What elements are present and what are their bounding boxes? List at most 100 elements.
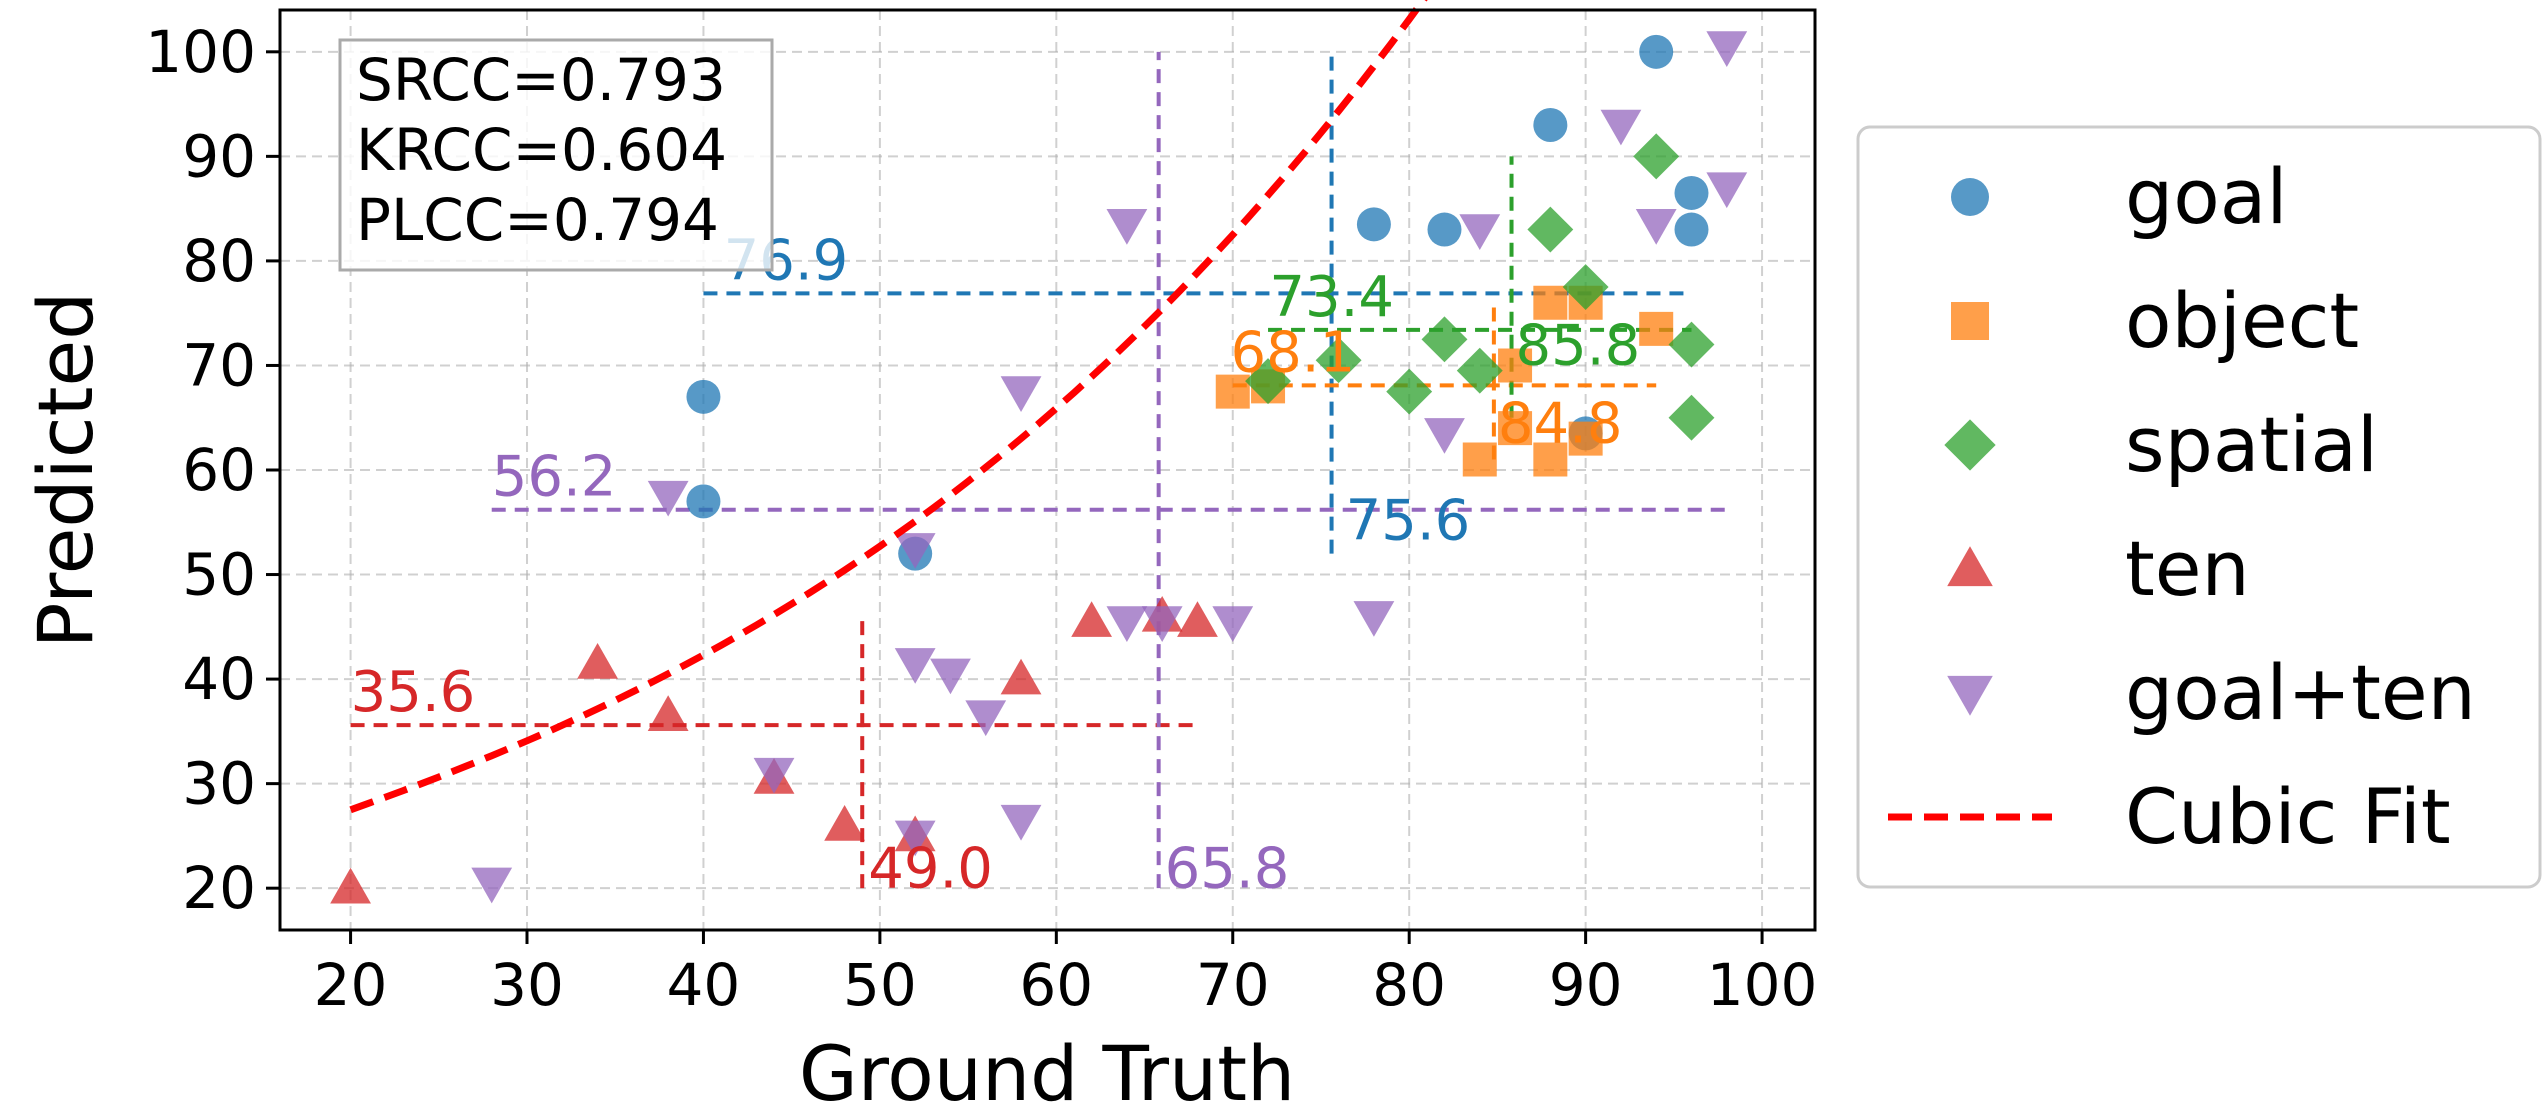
point-4-12 [1141, 606, 1183, 642]
x-tick-label-2: 40 [667, 951, 741, 1019]
point-2-5 [1527, 206, 1574, 253]
legend-label-1: object [2125, 276, 2359, 365]
legend-label-fit: Cubic Fit [2125, 772, 2451, 861]
stats-box: SRCC=0.793 KRCC=0.604 PLCC=0.794 [338, 38, 774, 272]
cubic-fit-line [349, 0, 1428, 814]
legend-marker-3 [1947, 546, 1993, 587]
point-2-9 [1668, 394, 1715, 441]
y-tick-label-8: 100 [145, 18, 256, 86]
y-axis-ticks: 20 30 40 50 60 70 80 90 100 [145, 18, 280, 922]
point-1-5 [1533, 442, 1568, 477]
point-4-13 [1212, 606, 1254, 642]
point-0-4 [1427, 212, 1462, 247]
legend-marker-0 [1951, 178, 1989, 216]
point-4-0 [471, 867, 513, 904]
ref-x-label-4: 65.8 [1165, 836, 1290, 901]
y-tick-label-4: 60 [182, 436, 256, 504]
y-tick-label-2: 40 [182, 645, 256, 713]
x-tick-label-6: 80 [1372, 951, 1446, 1019]
point-2-3 [1421, 316, 1468, 363]
legend-marker-2 [1944, 419, 1996, 471]
point-4-18 [1635, 209, 1677, 245]
point-0-7 [1639, 34, 1674, 69]
ref-x-label-2: 85.8 [1516, 313, 1641, 378]
mean-reference-lines [350, 51, 1727, 889]
plcc-text: PLCC=0.794 [356, 186, 719, 254]
point-4-2 [753, 757, 795, 794]
point-0-1 [686, 484, 721, 519]
point-3-0 [330, 867, 371, 904]
ref-y-label-3: 35.6 [351, 660, 476, 725]
point-3-4 [824, 805, 865, 841]
point-3-9 [1177, 601, 1218, 637]
point-0-3 [1356, 207, 1391, 242]
x-tick-label-8: 100 [1707, 951, 1818, 1019]
point-2-1 [1315, 337, 1362, 384]
y-tick-label-6: 80 [182, 227, 256, 295]
y-tick-label-1: 30 [182, 750, 256, 818]
ref-y-label-4: 56.2 [492, 445, 617, 510]
y-tick-label-5: 70 [182, 331, 256, 399]
legend-label-3: ten [2125, 524, 2250, 613]
stats-box-frame [338, 38, 774, 272]
point-4-5 [894, 820, 936, 857]
legend-frame [1856, 125, 2542, 889]
point-4-4 [894, 648, 936, 684]
point-3-1 [577, 643, 618, 679]
point-4-1 [647, 480, 689, 517]
ref-x-label-3: 49.0 [868, 836, 993, 901]
point-1-0 [1215, 374, 1250, 409]
krcc-text: KRCC=0.604 [356, 116, 727, 184]
ref-y-label-1: 68.1 [1231, 320, 1356, 385]
mean-reference-labels: 76.975.668.184.873.485.835.649.056.265.8 [351, 228, 1641, 901]
y-axis-title: Predicted [21, 292, 110, 649]
srcc-text: SRCC=0.793 [356, 46, 726, 114]
point-4-7 [965, 700, 1007, 737]
point-4-9 [1000, 804, 1042, 841]
point-4-3 [894, 533, 936, 569]
point-4-10 [1106, 209, 1148, 245]
point-4-6 [930, 658, 971, 695]
point-4-16 [1459, 214, 1501, 250]
point-2-7 [1633, 133, 1680, 180]
legend-marker-1 [1951, 302, 1989, 340]
point-1-4 [1498, 348, 1533, 383]
point-4-15 [1424, 418, 1465, 454]
point-1-9 [1639, 311, 1674, 346]
ref-y-label-2: 73.4 [1269, 265, 1394, 330]
x-tick-label-4: 60 [1019, 951, 1093, 1019]
point-2-8 [1668, 321, 1715, 368]
point-2-6 [1562, 264, 1609, 310]
point-4-11 [1106, 606, 1148, 642]
x-tick-label-1: 30 [490, 951, 564, 1019]
point-0-0 [686, 379, 721, 414]
legend-label-4: goal+ten [2125, 648, 2476, 737]
point-4-14 [1353, 601, 1395, 637]
point-1-2 [1462, 442, 1497, 477]
y-tick-label-0: 20 [182, 854, 256, 922]
point-1-6 [1533, 285, 1568, 320]
point-2-0 [1245, 358, 1291, 405]
point-2-4 [1456, 347, 1503, 394]
point-0-9 [1674, 212, 1709, 247]
point-0-8 [1674, 175, 1709, 210]
x-tick-label-5: 70 [1196, 951, 1270, 1019]
point-2-2 [1386, 368, 1433, 415]
legend-label-0: goal [2125, 152, 2287, 241]
x-tick-label-0: 20 [314, 951, 388, 1019]
point-3-2 [647, 695, 689, 731]
ref-x-label-1: 84.8 [1498, 392, 1623, 457]
point-4-8 [1000, 376, 1042, 412]
point-1-8 [1568, 421, 1603, 456]
cubic-fit [349, 0, 1428, 814]
point-0-5 [1533, 108, 1568, 142]
point-4-20 [1706, 31, 1748, 67]
point-1-3 [1498, 411, 1533, 446]
x-tick-label-3: 50 [843, 951, 917, 1019]
point-4-17 [1600, 109, 1642, 146]
y-tick-label-7: 90 [182, 122, 256, 190]
x-axis-title: Ground Truth [799, 1029, 1295, 1109]
x-tick-label-7: 90 [1549, 951, 1623, 1019]
ref-x-label-0: 75.6 [1346, 489, 1471, 554]
